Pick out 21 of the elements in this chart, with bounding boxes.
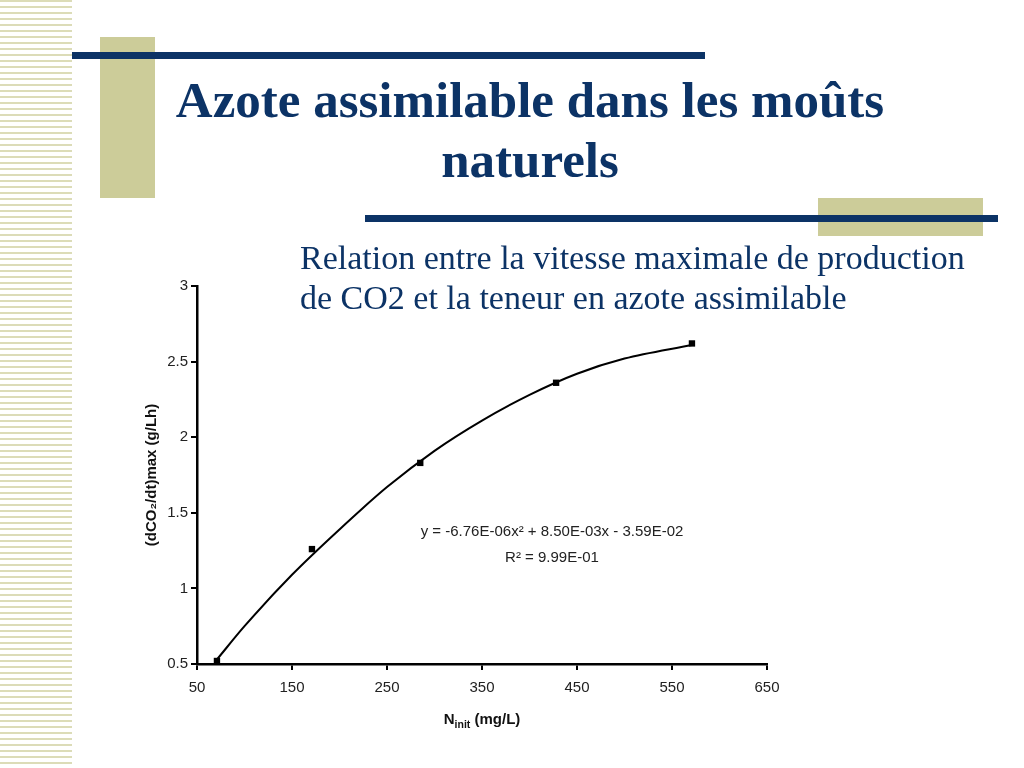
chart-title: Azote assimilable dans les moûts naturels bbox=[174, 71, 886, 190]
x-tick-label: 150 bbox=[279, 678, 305, 696]
x-tick-label: 350 bbox=[469, 678, 495, 696]
x-tick-label: 650 bbox=[754, 678, 780, 696]
x-tick-label: 50 bbox=[188, 678, 206, 696]
y-tick-label: 3 bbox=[179, 276, 188, 294]
annotation: y = -6.76E-06x² + 8.50E-03x - 3.59E-02 bbox=[419, 521, 685, 541]
point bbox=[688, 340, 696, 347]
chart-subtitle: Relation entre la vitesse maximale de production de CO2 et la teneur en azote assimilable bbox=[300, 238, 966, 318]
y-tick-label: 1.5 bbox=[167, 502, 188, 520]
x-tick-label: 450 bbox=[564, 678, 590, 696]
x-axis-title: N$_{init}$ (mg/L) bbox=[442, 710, 522, 730]
y-tick-label: 1 bbox=[179, 578, 188, 596]
x-tick-label: 250 bbox=[374, 678, 400, 696]
y-tick-label: 0.5 bbox=[167, 654, 188, 672]
y-axis-title: (dCO₂/dt)max (g/Lh) bbox=[141, 403, 159, 547]
y-tick-label: 2.5 bbox=[167, 351, 188, 369]
x-tick-label: 550 bbox=[659, 678, 685, 696]
annotation: R² = 9.99E-01 bbox=[504, 547, 600, 567]
point bbox=[213, 657, 221, 664]
y-tick-label: 2 bbox=[179, 427, 188, 445]
